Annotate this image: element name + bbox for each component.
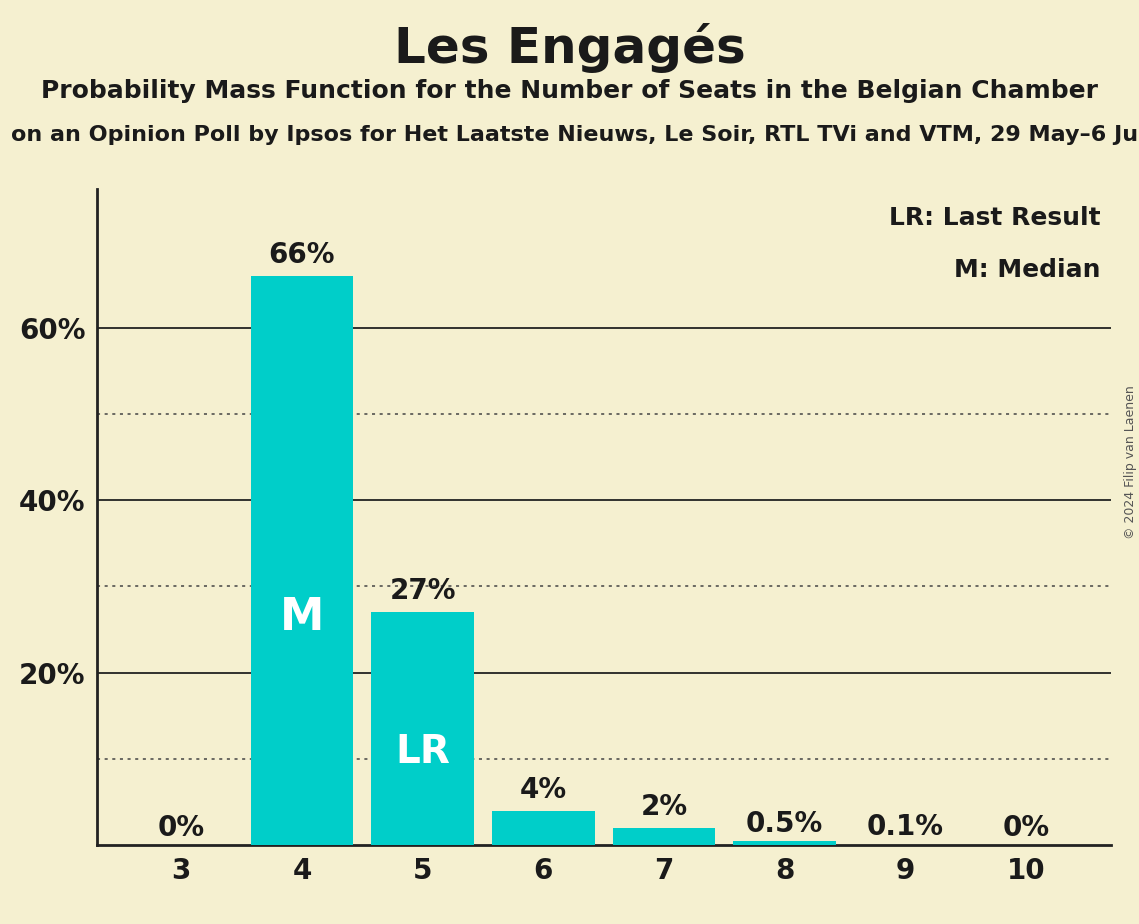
Text: M: M [280, 596, 325, 639]
Text: 66%: 66% [269, 241, 335, 269]
Text: Probability Mass Function for the Number of Seats in the Belgian Chamber: Probability Mass Function for the Number… [41, 79, 1098, 103]
Text: 0%: 0% [157, 814, 205, 842]
Text: 0.1%: 0.1% [867, 813, 944, 841]
Text: LR: LR [395, 734, 450, 772]
Text: 27%: 27% [390, 578, 456, 605]
Text: on an Opinion Poll by Ipsos for Het Laatste Nieuws, Le Soir, RTL TVi and VTM, 29: on an Opinion Poll by Ipsos for Het Laat… [11, 125, 1139, 145]
Text: M: Median: M: Median [953, 259, 1100, 283]
Text: LR: Last Result: LR: Last Result [888, 206, 1100, 230]
Bar [251, 275, 353, 845]
Text: 0%: 0% [1002, 814, 1050, 842]
Bar [371, 613, 474, 845]
Text: 2%: 2% [640, 794, 688, 821]
Bar [492, 811, 595, 845]
Text: Les Engagés: Les Engagés [394, 23, 745, 73]
Bar [734, 841, 836, 845]
Text: 4%: 4% [519, 776, 567, 804]
Text: © 2024 Filip van Laenen: © 2024 Filip van Laenen [1124, 385, 1137, 539]
Text: 0.5%: 0.5% [746, 809, 823, 838]
Bar [613, 828, 715, 845]
